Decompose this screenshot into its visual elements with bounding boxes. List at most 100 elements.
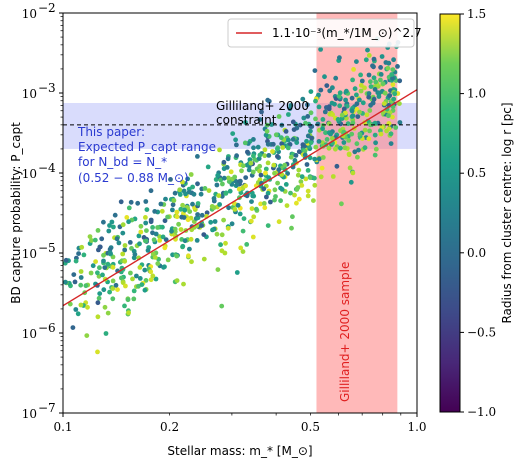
scatter-point [128,199,134,205]
colorbar-tick-label: −0.5 [467,325,496,339]
scatter-point [246,167,252,173]
legend-label: 1.1·10⁻³(m_*/1M_⊙)^2.7 [272,26,422,40]
scatter-point [397,101,402,106]
scatter-point [81,252,87,258]
fit-line [63,89,417,307]
scatter-point [391,57,396,63]
scatter-point [241,216,247,222]
y-tick-exponent: −6 [38,321,56,335]
scatter-point [143,278,149,283]
scatter-point [385,65,391,71]
scatter-point [326,106,332,112]
scatter-point [279,141,285,147]
scatter-point [251,153,256,159]
scatter-point [158,201,164,207]
scatter-point [358,72,363,78]
scatter-point [135,200,141,206]
scatter-point [324,83,330,88]
scatter-point [126,219,131,225]
scatter-point [168,177,173,182]
scatter-point [294,140,300,146]
scatter-point [101,287,107,293]
scatter-point [305,168,311,173]
scatter-point [391,96,397,102]
scatter-point [371,75,377,81]
scatter-point [127,270,133,276]
scatter-point [349,108,355,114]
scatter-point [337,90,343,96]
scatter-point [174,253,180,259]
scatter-point [279,187,285,192]
scatter-point [97,265,102,271]
scatter-point [308,140,314,146]
scatter-point [172,226,178,232]
scatter-point [363,57,369,63]
scatter-point [387,93,393,98]
scatter-point [312,156,318,162]
scatter-point [322,109,328,115]
scatter-point [311,198,316,204]
scatter-point [131,296,137,302]
scatter-point [95,228,101,233]
scatter-point [318,47,323,52]
scatter-point [300,96,306,102]
scatter-point [126,205,132,211]
scatter-point [111,224,116,230]
scatter-point [255,144,261,150]
scatter-point [190,201,195,207]
scatter-point [368,79,373,85]
scatter-point [232,174,238,180]
scatter-point [216,193,222,199]
scatter-point [264,128,270,134]
scatter-point [185,176,191,182]
scatter-point [345,121,351,127]
scatter-point [313,144,319,150]
scatter-point [272,197,277,203]
scatter-point [251,214,257,220]
scatter-point [346,138,352,143]
scatter-point [113,282,119,288]
colorbar-tick-label: 0.5 [467,166,486,180]
scatter-point [338,145,343,151]
scatter-point [247,157,253,163]
scatter-point [266,153,272,158]
scatter-point [313,116,318,122]
scatter-point [318,174,324,180]
scatter-point [137,265,143,270]
scatter-point [155,261,161,266]
scatter-point [301,115,307,121]
scatter-point [319,165,325,171]
scatter-point [392,91,398,97]
scatter-point [368,122,373,128]
scatter-point [318,87,324,93]
scatter-point [308,124,314,129]
scatter-point [136,233,142,239]
scatter-point [313,98,318,104]
scatter-point [386,113,391,119]
scatter-point [393,125,399,130]
scatter-point [262,153,268,159]
scatter-point [328,131,333,137]
scatter-point [237,211,243,217]
scatter-point [382,90,388,96]
scatter-point [118,199,124,205]
scatter-point [372,87,378,92]
colorbar-tick-label: 1.5 [467,7,486,21]
scatter-point [153,276,159,282]
y-tick-exponent: −3 [38,81,56,95]
scatter-point [97,291,103,296]
scatter-point [234,270,240,275]
scatter-point [358,83,364,88]
scatter-point [219,232,225,238]
scatter-point [215,267,221,272]
scatter-point [244,242,250,247]
scatter-point [240,163,246,169]
scatter-point [376,94,382,99]
scatter-point [177,187,183,193]
scatter-point [397,120,403,125]
scatter-point [226,205,232,211]
scatter-point [251,137,256,142]
scatter-point [243,120,248,125]
scatter-point [249,190,255,196]
scatter-point [323,130,328,136]
